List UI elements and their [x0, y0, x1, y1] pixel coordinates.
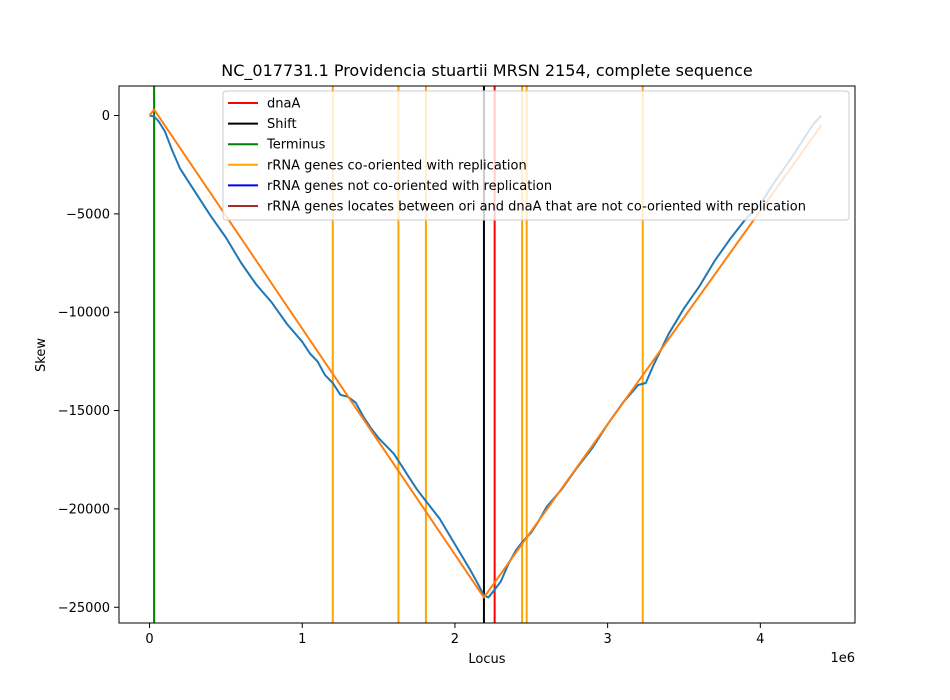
- y-tick-label-4: −20000: [58, 502, 110, 517]
- y-tick-label-0: 0: [102, 109, 110, 124]
- y-axis-label: Skew: [34, 338, 49, 372]
- x-axis-offset-label: 1e6: [830, 651, 855, 666]
- x-tick-label-3: 3: [603, 632, 611, 647]
- plot-frame: [118, 85, 856, 624]
- x-tick-label-0: 0: [145, 632, 153, 647]
- x-tick-label-2: 2: [451, 632, 459, 647]
- x-tick-label-4: 4: [756, 632, 764, 647]
- legend-label-0: dnaA: [267, 97, 300, 112]
- legend-items: dnaA Shift Terminus rRNA genes co-oriented …: [228, 97, 806, 215]
- legend-label-4: rRNA genes not co-oriented with replicat…: [267, 179, 552, 194]
- legend-box: [222, 90, 850, 221]
- y-tick-label-3: −15000: [58, 404, 110, 419]
- series-line-0: [149, 114, 823, 599]
- x-axis: 0 1 2 3 4: [145, 623, 764, 647]
- y-tick-label-1: −5000: [66, 207, 110, 222]
- series-layer: [148, 108, 823, 599]
- legend: dnaA Shift Terminus rRNA genes co-oriented …: [222, 90, 850, 221]
- legend-label-5: rRNA genes locates between ori and dnaA …: [267, 200, 806, 215]
- x-tick-label-1: 1: [298, 632, 306, 647]
- y-axis: 0 −5000 −10000 −15000 −20000 −25000: [58, 109, 119, 616]
- legend-label-1: Shift: [267, 117, 297, 132]
- y-tick-label-2: −10000: [58, 306, 110, 321]
- y-tick-label-5: −25000: [58, 601, 110, 616]
- legend-label-2: Terminus: [266, 138, 326, 153]
- legend-label-3: rRNA genes co-oriented with replication: [267, 158, 527, 173]
- series-line-1: [148, 108, 823, 599]
- x-axis-label: Locus: [468, 652, 505, 667]
- chart-title: NC_017731.1 Providencia stuartii MRSN 21…: [221, 61, 752, 81]
